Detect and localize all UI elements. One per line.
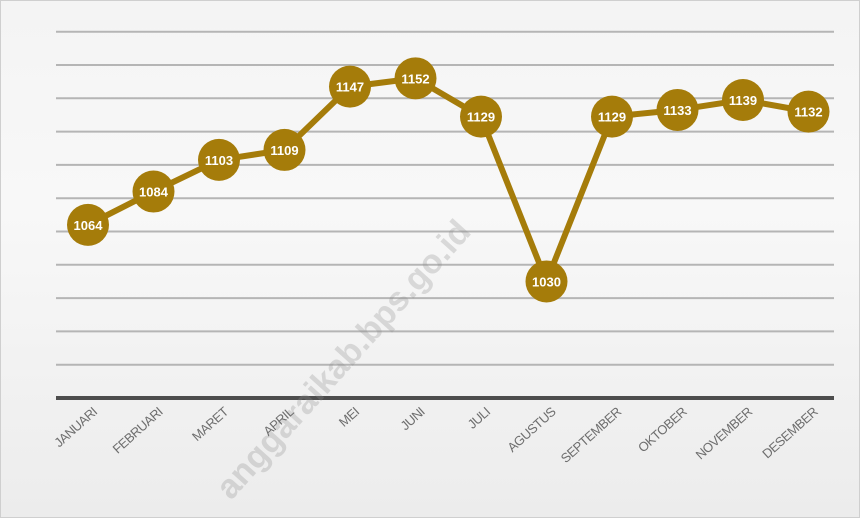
data-point-marker	[722, 78, 764, 121]
x-tick-label: JUNI	[397, 404, 427, 433]
data-point-marker	[67, 203, 109, 246]
x-tick-label: SEPTEMBER	[558, 404, 624, 466]
data-label: 1103	[205, 153, 233, 168]
data-label: 1109	[270, 143, 298, 158]
data-point-marker	[525, 260, 568, 303]
watermark-text: anggaraikab.bps.go.id	[209, 213, 479, 507]
x-tick-label: JULI	[465, 404, 493, 432]
data-point-marker	[656, 88, 699, 131]
marker-group	[67, 57, 830, 303]
data-point-marker	[329, 65, 371, 108]
x-tick-label: FEBRUARI	[110, 404, 166, 456]
data-point-marker	[460, 95, 502, 138]
x-tick-label: MARET	[189, 404, 231, 444]
data-label: 1147	[336, 80, 364, 95]
data-point-marker	[394, 57, 437, 100]
data-label: 1139	[729, 93, 757, 108]
x-tick-label-group: JANUARI FEBRUARI MARET APRIL MEI JUNI JULI AGUS…	[51, 404, 820, 466]
data-label: 1132	[794, 105, 822, 120]
data-label: 1129	[598, 110, 626, 125]
data-point-marker	[787, 90, 830, 133]
data-label: 1152	[401, 71, 429, 86]
data-label: 1129	[467, 110, 495, 125]
data-point-marker	[198, 138, 240, 181]
x-tick-label: OKTOBER	[635, 404, 690, 455]
x-tick-label: MEI	[336, 404, 362, 430]
data-label: 1133	[663, 103, 691, 118]
data-label-group: 1064 1084 1103 1109 1147 1152 1129 1030 1129 1133…	[74, 71, 823, 289]
x-tick-label: JANUARI	[51, 404, 100, 450]
data-label: 1064	[74, 218, 104, 233]
data-point-marker	[591, 95, 633, 138]
x-tick-label: NOVEMBER	[693, 404, 755, 462]
data-label: 1084	[139, 185, 169, 200]
x-tick-label: AGUSTUS	[504, 404, 559, 455]
x-tick-label: DESEMBER	[759, 404, 820, 461]
data-point-marker	[263, 128, 306, 171]
data-label: 1030	[532, 274, 561, 289]
data-point-marker	[132, 170, 175, 213]
watermark-layer: anggaraikab.bps.go.id	[209, 213, 479, 507]
gridlines	[56, 30, 834, 400]
